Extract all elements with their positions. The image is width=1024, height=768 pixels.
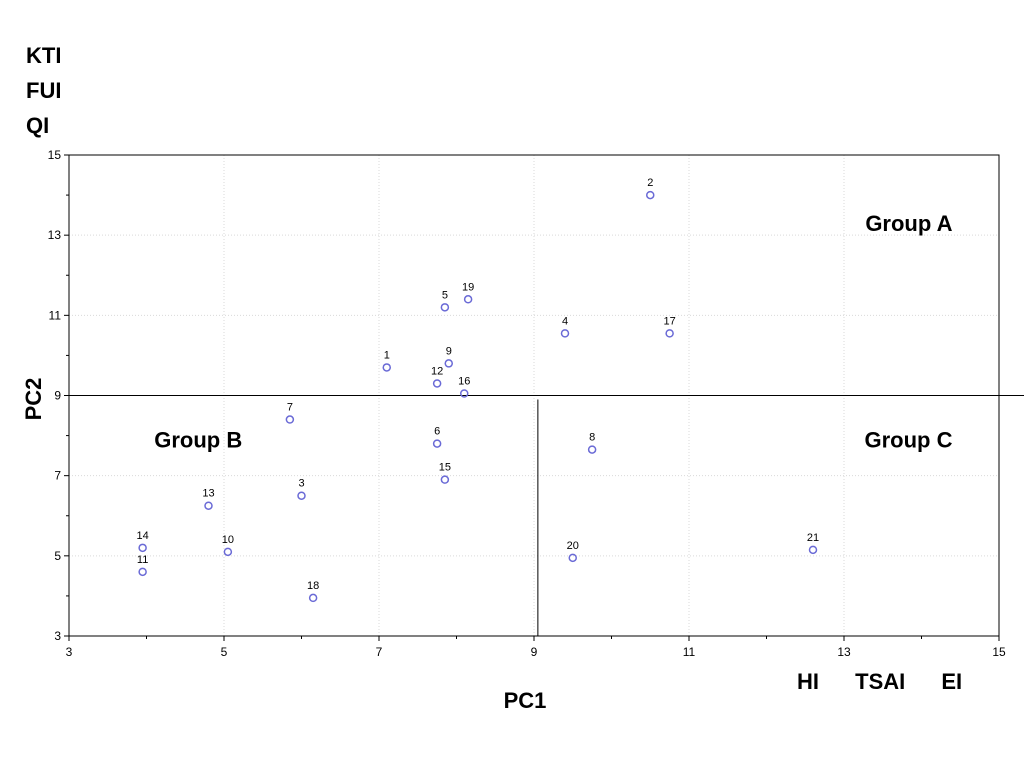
y-tick-label: 13 bbox=[48, 228, 62, 242]
point-label: 9 bbox=[446, 345, 452, 357]
x-tick-label: 5 bbox=[221, 645, 228, 659]
data-point-8: 8 bbox=[587, 432, 597, 454]
point-label: 6 bbox=[434, 426, 440, 438]
data-point-13: 13 bbox=[202, 488, 215, 510]
fui-label: FUI bbox=[26, 78, 62, 103]
point-marker bbox=[646, 190, 655, 200]
data-point-10: 10 bbox=[222, 534, 234, 557]
data-point-14: 14 bbox=[137, 530, 149, 553]
data-point-4: 4 bbox=[560, 315, 570, 338]
point-marker bbox=[138, 543, 147, 553]
group-dividers bbox=[69, 395, 1024, 636]
data-point-17: 17 bbox=[664, 315, 676, 338]
data-point-2: 2 bbox=[646, 177, 655, 200]
point-marker bbox=[432, 379, 442, 388]
y-tick-label: 5 bbox=[54, 549, 61, 563]
pc2-variable-labels: KTI FUI QI bbox=[26, 38, 61, 143]
y-tick-label: 15 bbox=[48, 148, 62, 162]
point-label: 16 bbox=[458, 375, 470, 387]
data-point-9: 9 bbox=[444, 345, 453, 368]
point-label: 10 bbox=[222, 534, 234, 546]
point-marker bbox=[440, 475, 450, 484]
pc1-variable-labels: HI TSAI EI bbox=[797, 669, 962, 695]
point-label: 3 bbox=[298, 478, 304, 490]
point-marker bbox=[382, 363, 391, 372]
qi-label: QI bbox=[26, 113, 50, 138]
point-label: 19 bbox=[462, 281, 474, 293]
group-label-0: Group A bbox=[865, 211, 952, 236]
kti-label: KTI bbox=[26, 43, 62, 68]
x-tick-label: 15 bbox=[992, 645, 1006, 659]
point-marker bbox=[138, 567, 147, 577]
data-point-11: 11 bbox=[137, 554, 148, 577]
data-point-5: 5 bbox=[440, 289, 450, 312]
data-point-7: 7 bbox=[285, 402, 295, 424]
point-marker bbox=[665, 329, 674, 338]
ei-label: EI bbox=[941, 669, 963, 694]
data-point-3: 3 bbox=[297, 478, 306, 500]
data-point-19: 19 bbox=[462, 281, 474, 304]
tsai-label: TSAI bbox=[855, 669, 906, 694]
point-marker bbox=[297, 491, 306, 500]
group-label-2: Group C bbox=[865, 428, 953, 453]
point-marker bbox=[808, 545, 818, 555]
data-point-21: 21 bbox=[807, 532, 819, 555]
point-marker bbox=[568, 553, 577, 563]
group-annotations: Group A Group B Group C bbox=[154, 211, 952, 452]
point-marker bbox=[463, 295, 473, 304]
x-tick-label: 13 bbox=[837, 645, 851, 659]
point-label: 13 bbox=[202, 488, 214, 500]
data-point-18: 18 bbox=[307, 580, 319, 603]
point-marker bbox=[204, 501, 213, 510]
point-label: 14 bbox=[137, 530, 149, 542]
point-label: 5 bbox=[442, 289, 448, 301]
x-tick-label: 9 bbox=[531, 645, 538, 659]
point-label: 2 bbox=[647, 177, 653, 189]
hi-label: HI bbox=[797, 669, 819, 694]
point-label: 12 bbox=[431, 365, 443, 377]
point-label: 4 bbox=[562, 315, 568, 327]
point-marker bbox=[587, 445, 597, 454]
point-marker bbox=[285, 415, 295, 424]
y-tick-label: 9 bbox=[54, 389, 61, 403]
point-label: 11 bbox=[137, 554, 148, 566]
y-tick-label: 7 bbox=[54, 469, 61, 483]
point-marker bbox=[560, 329, 570, 338]
data-point-16: 16 bbox=[458, 375, 470, 398]
point-label: 1 bbox=[384, 349, 390, 361]
x-axis-label: PC1 bbox=[503, 688, 547, 713]
x-tick-label: 3 bbox=[66, 645, 73, 659]
point-label: 20 bbox=[567, 540, 579, 552]
point-marker bbox=[432, 439, 442, 448]
group-label-1: Group B bbox=[154, 428, 242, 453]
point-label: 17 bbox=[664, 315, 676, 327]
data-point-15: 15 bbox=[439, 462, 451, 484]
data-point-6: 6 bbox=[432, 426, 442, 448]
y-tick-label: 11 bbox=[49, 308, 62, 322]
data-point-20: 20 bbox=[567, 540, 579, 563]
x-tick-label: 7 bbox=[376, 645, 383, 659]
point-label: 18 bbox=[307, 580, 319, 592]
point-label: 21 bbox=[807, 532, 819, 544]
point-marker bbox=[223, 547, 233, 557]
x-tick-label: 11 bbox=[683, 645, 696, 659]
y-tick-label: 3 bbox=[54, 629, 61, 643]
point-marker bbox=[308, 593, 318, 603]
point-marker bbox=[460, 389, 469, 398]
point-label: 7 bbox=[287, 402, 293, 414]
point-marker bbox=[440, 303, 450, 312]
data-point-12: 12 bbox=[431, 365, 443, 388]
point-label: 15 bbox=[439, 462, 451, 474]
data-point-1: 1 bbox=[382, 349, 391, 372]
point-marker bbox=[444, 359, 453, 368]
point-label: 8 bbox=[589, 432, 595, 444]
